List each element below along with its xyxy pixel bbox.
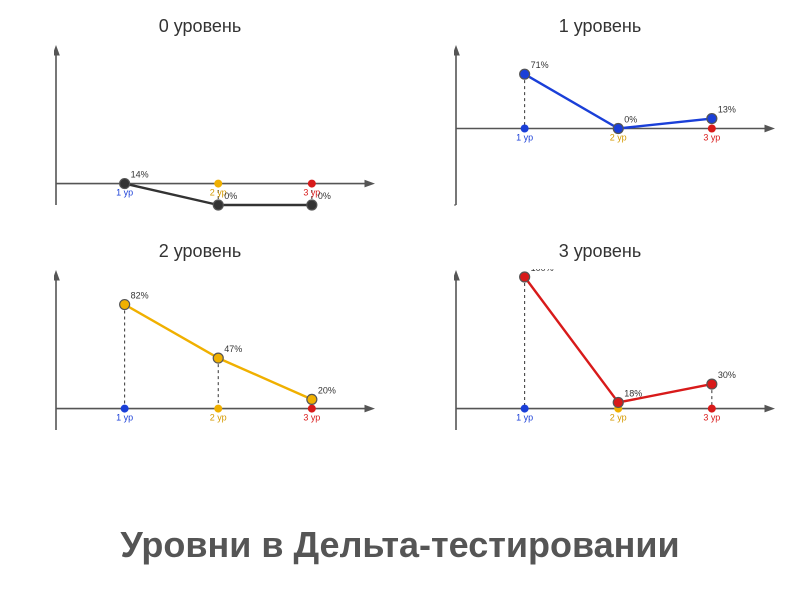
- svg-text:0%: 0%: [224, 191, 237, 201]
- svg-text:3 ур: 3 ур: [303, 413, 320, 423]
- panel-title: 2 уровень: [159, 241, 242, 262]
- chart-grid: 0 уровень 100%1 ур2 ур3 ур14%0%0% 1 уров…: [10, 20, 790, 460]
- svg-text:2 ур: 2 ур: [210, 413, 227, 423]
- svg-text:2 ур: 2 ур: [610, 413, 627, 423]
- panel-title: 3 уровень: [559, 241, 642, 262]
- svg-text:47%: 47%: [224, 344, 242, 354]
- panel-level-0: 0 уровень 100%1 ур2 ур3 ур14%0%0%: [10, 20, 390, 235]
- panel-level-2: 2 уровень 100%1 ур2 ур3 ур82%47%20%: [10, 245, 390, 460]
- chart-area: 100%1 ур2 ур3 ур14%0%0%: [54, 44, 380, 219]
- panel-level-3: 3 уровень 100%1 ур2 ур3 ур100%18%30%: [410, 245, 790, 460]
- svg-text:100%: 100%: [531, 269, 554, 273]
- svg-text:0%: 0%: [624, 115, 637, 125]
- svg-text:0%: 0%: [318, 191, 331, 201]
- svg-text:14%: 14%: [131, 170, 149, 180]
- page-title: Уровни в Дельта-тестировании: [0, 524, 800, 566]
- svg-text:1 ур: 1 ур: [116, 413, 133, 423]
- svg-text:30%: 30%: [718, 370, 736, 380]
- svg-text:20%: 20%: [318, 385, 336, 395]
- svg-text:82%: 82%: [131, 291, 149, 301]
- panel-title: 0 уровень: [159, 16, 242, 37]
- chart-area: 100%1 ур2 ур3 ур100%18%30%: [454, 269, 780, 444]
- panel-title: 1 уровень: [559, 16, 642, 37]
- svg-text:3 ур: 3 ур: [703, 413, 720, 423]
- panel-level-1: 1 уровень 100%-100%1 ур2 ур3 ур71%0%13%: [410, 20, 790, 235]
- svg-text:1 ур: 1 ур: [516, 413, 533, 423]
- svg-text:18%: 18%: [624, 388, 642, 398]
- chart-area: 100%1 ур2 ур3 ур82%47%20%: [54, 269, 380, 444]
- svg-text:3 ур: 3 ур: [703, 133, 720, 143]
- svg-text:13%: 13%: [718, 105, 736, 115]
- svg-text:71%: 71%: [531, 60, 549, 70]
- svg-text:1 ур: 1 ур: [516, 133, 533, 143]
- chart-area: 100%-100%1 ур2 ур3 ур71%0%13%: [454, 44, 780, 219]
